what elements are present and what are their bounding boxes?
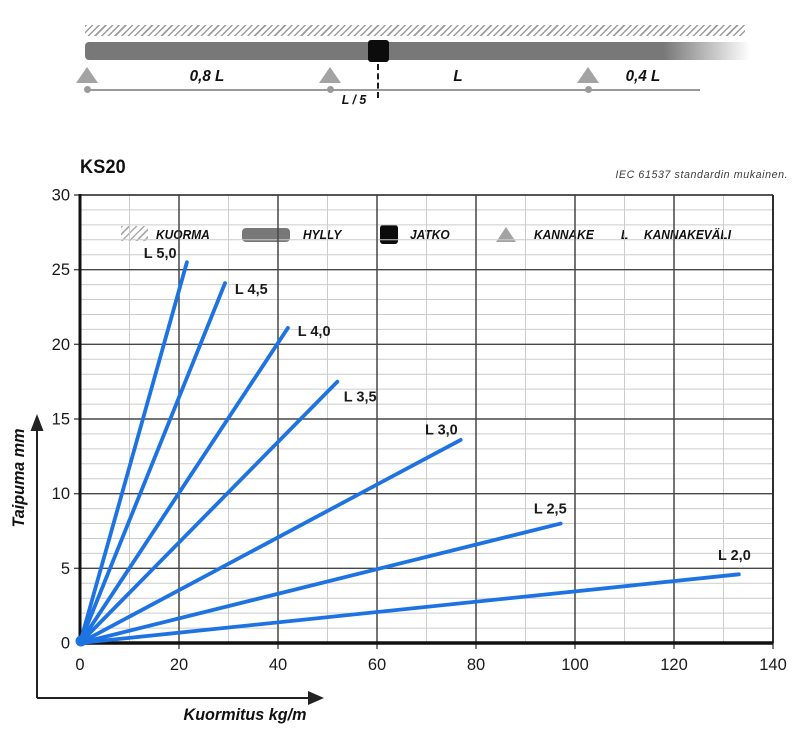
support-triangle-icon bbox=[496, 227, 516, 242]
chart-plot: L 5,0 L 4,5 L 4,0 L 3,5 L 3,0 L 2,5 L 2,0 0 20 40… bbox=[30, 187, 787, 705]
svg-text:25: 25 bbox=[52, 261, 70, 279]
svg-text:60: 60 bbox=[368, 656, 386, 674]
legend-label-jatko: JATKO bbox=[410, 227, 450, 242]
svg-text:5: 5 bbox=[61, 560, 70, 578]
svg-text:10: 10 bbox=[52, 485, 70, 503]
y-axis-title: Taipuma mm bbox=[9, 428, 28, 528]
joint-offset-label: L / 5 bbox=[341, 92, 367, 107]
load-hatch bbox=[85, 25, 745, 36]
chart-title: KS20 bbox=[80, 157, 126, 178]
legend-label-kannake: KANNAKE bbox=[534, 227, 594, 242]
dimension-dot-right bbox=[585, 86, 592, 93]
svg-text:L 5,0: L 5,0 bbox=[144, 246, 177, 262]
svg-text:L 3,5: L 3,5 bbox=[344, 390, 377, 406]
svg-text:20: 20 bbox=[52, 336, 70, 354]
svg-text:100: 100 bbox=[561, 656, 589, 674]
svg-text:0: 0 bbox=[75, 656, 84, 674]
load-hatch-icon bbox=[121, 226, 148, 241]
legend: KUORMA HYLLY JATKO KANNAKE L KANNAKEVÄLI bbox=[0, 108, 800, 244]
svg-text:L 2,5: L 2,5 bbox=[534, 502, 567, 518]
span-label-right: 0,4 L bbox=[625, 68, 661, 85]
legend-label-kuorma: KUORMA bbox=[156, 227, 210, 242]
x-axis-title: Kuormitus kg/m bbox=[183, 705, 307, 724]
svg-text:L 4,5: L 4,5 bbox=[235, 282, 268, 298]
dimension-dot-mid bbox=[327, 86, 334, 93]
svg-text:120: 120 bbox=[660, 656, 688, 674]
support-triangle-mid bbox=[319, 67, 341, 83]
beam-diagram: 0,8 L L 0,4 L L / 5 bbox=[0, 0, 800, 110]
span-label-left: 0,8 L bbox=[189, 68, 225, 85]
svg-text:0: 0 bbox=[61, 635, 70, 653]
svg-text:15: 15 bbox=[52, 411, 70, 429]
chart-standard-note: IEC 61537 standardin mukainen. bbox=[615, 169, 788, 181]
dimension-line bbox=[87, 89, 700, 91]
support-triangle-right bbox=[577, 67, 599, 83]
joint-dashed-line bbox=[377, 64, 379, 98]
legend-label-hylly: HYLLY bbox=[303, 227, 342, 242]
svg-text:L 3,0: L 3,0 bbox=[425, 422, 458, 438]
support-triangle-left bbox=[76, 67, 98, 83]
svg-text:40: 40 bbox=[269, 656, 287, 674]
legend-label-kannakevali: KANNAKEVÄLI bbox=[644, 227, 732, 242]
span-label-mid: L bbox=[453, 68, 463, 85]
joint-marker bbox=[368, 40, 389, 62]
svg-text:20: 20 bbox=[170, 656, 188, 674]
dimension-dot-left bbox=[84, 86, 91, 93]
joint-square-icon bbox=[380, 225, 398, 244]
svg-text:140: 140 bbox=[759, 656, 787, 674]
shelf-bar bbox=[85, 42, 750, 60]
svg-text:30: 30 bbox=[52, 187, 70, 205]
svg-text:L 2,0: L 2,0 bbox=[718, 548, 751, 564]
svg-text:L 4,0: L 4,0 bbox=[298, 324, 331, 340]
svg-text:80: 80 bbox=[467, 656, 485, 674]
